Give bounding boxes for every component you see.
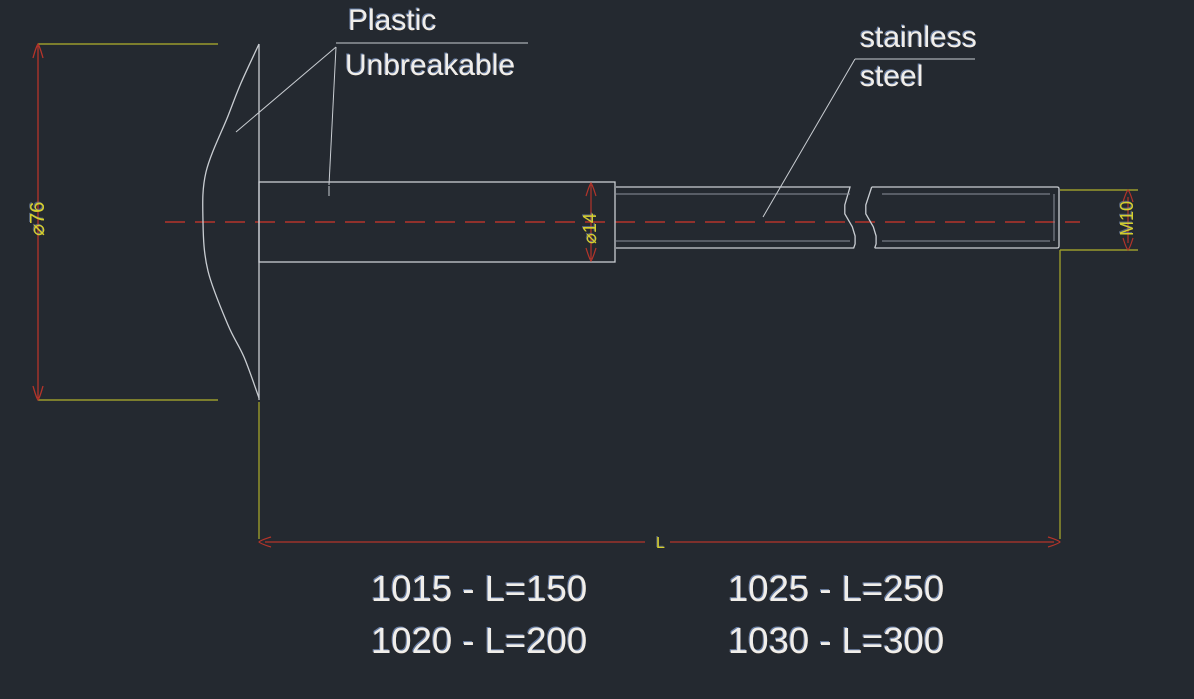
svg-text:steel: steel <box>860 60 923 93</box>
svg-text:Plastic: Plastic <box>348 4 436 37</box>
svg-text:stainless: stainless <box>860 21 977 54</box>
svg-text:Unbreakable: Unbreakable <box>345 49 515 82</box>
svg-text:⌀14: ⌀14 <box>580 213 600 244</box>
svg-text:1020 - L=200: 1020 - L=200 <box>371 620 587 661</box>
svg-text:L: L <box>656 535 665 552</box>
svg-text:M10: M10 <box>1117 201 1137 236</box>
svg-text:1025 - L=250: 1025 - L=250 <box>728 568 944 609</box>
svg-text:⌀76: ⌀76 <box>27 202 49 236</box>
svg-text:1030 - L=300: 1030 - L=300 <box>728 620 944 661</box>
svg-text:1015 - L=150: 1015 - L=150 <box>371 568 587 609</box>
